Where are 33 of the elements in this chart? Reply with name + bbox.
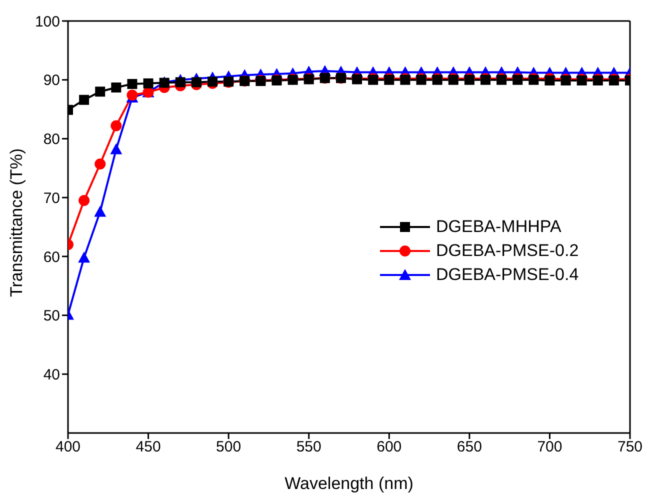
point: [78, 252, 90, 263]
y-tick-label: 80: [43, 131, 60, 148]
point: [127, 78, 138, 89]
y-tick-label: 60: [43, 248, 60, 266]
point: [111, 82, 122, 93]
point: [95, 86, 106, 97]
legend-label: DGEBA-PMSE-0.4: [436, 265, 579, 285]
y-tick-label: 50: [43, 308, 60, 325]
point: [79, 94, 90, 105]
legend-label: DGEBA-PMSE-0.2: [436, 241, 579, 261]
x-tick-label: 450: [136, 438, 161, 456]
point: [78, 195, 90, 206]
y-tick-label: 100: [34, 13, 60, 30]
legend-label: DGEBA-MHHPA: [436, 217, 562, 237]
y-axis-title: Transmittance (T%): [7, 148, 26, 297]
x-tick-label: 750: [617, 438, 643, 456]
x-tick-label: 500: [216, 438, 242, 456]
x-tick-label: 600: [376, 438, 402, 456]
x-tick-label: 400: [55, 438, 81, 456]
y-tick-label: 40: [43, 366, 60, 384]
point: [94, 158, 106, 170]
x-axis-title: Wavelength (nm): [284, 474, 414, 494]
x-tick-label: 700: [537, 438, 562, 456]
point: [110, 120, 122, 132]
x-tick-label: 550: [296, 438, 322, 456]
point: [110, 143, 122, 154]
y-tick-label: 70: [43, 190, 60, 207]
x-tick-label: 650: [456, 438, 482, 456]
point: [175, 77, 186, 88]
y-tick-label: 90: [43, 72, 60, 90]
point: [143, 78, 154, 88]
point: [94, 206, 106, 217]
point: [191, 77, 202, 88]
